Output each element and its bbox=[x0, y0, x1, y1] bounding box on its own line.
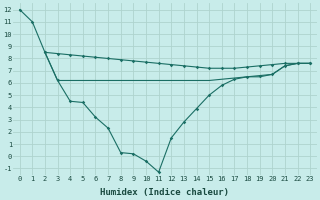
X-axis label: Humidex (Indice chaleur): Humidex (Indice chaleur) bbox=[100, 188, 229, 197]
